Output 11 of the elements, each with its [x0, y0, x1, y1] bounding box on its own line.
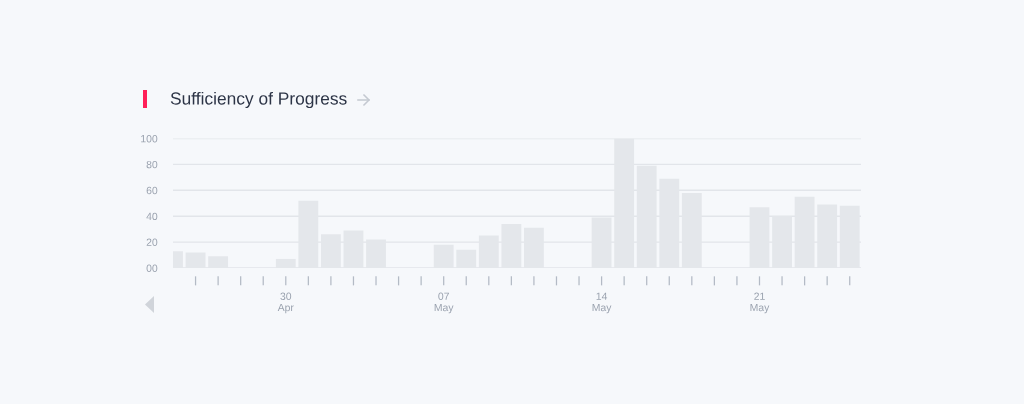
y-tick-label: 40	[146, 212, 158, 221]
chart-title: Sufficiency of Progress	[170, 91, 347, 109]
x-tick-label: 14 May	[592, 292, 612, 314]
y-tick-label: 00	[146, 264, 158, 272]
x-tick-label: 07 May	[434, 292, 454, 314]
y-tick-label: 60	[146, 186, 158, 195]
y-tick-label: 100	[141, 135, 158, 143]
x-tick-label: 21 May	[750, 292, 770, 314]
x-tick-label: 30 Apr	[277, 292, 294, 314]
y-tick-label: 20	[146, 238, 158, 246]
y-tick-label: 80	[146, 160, 158, 169]
